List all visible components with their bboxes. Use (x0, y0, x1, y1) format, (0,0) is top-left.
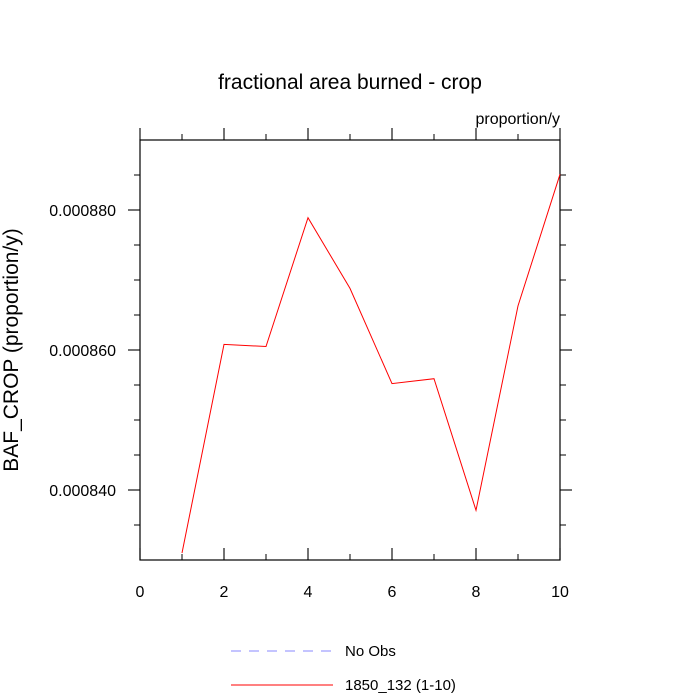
legend-label-1: 1850_132 (1-10) (345, 677, 456, 694)
axis-ticks (128, 128, 572, 560)
x-tick-label: 4 (304, 584, 313, 601)
tick-labels: 0 2 4 6 8 10 0.000840 0.000860 0.000880 (49, 203, 569, 601)
x-tick-label: 0 (136, 584, 145, 601)
y-tick-label: 0.000860 (49, 343, 116, 360)
x-tick-label: 10 (551, 584, 569, 601)
x-tick-label: 6 (388, 584, 397, 601)
y-tick-label: 0.000840 (49, 483, 116, 500)
legend: No Obs 1850_132 (1-10) (231, 643, 456, 694)
series-line-1 (181, 174, 561, 554)
plot-frame (139, 139, 561, 561)
y-axis-label: BAF_CROP (proportion/y) (0, 228, 23, 472)
x-tick-label: 2 (220, 584, 229, 601)
chart-title: fractional area burned - crop (218, 71, 482, 94)
y-tick-label: 0.000880 (49, 203, 116, 220)
x-tick-label: 8 (472, 584, 481, 601)
series-layer (181, 174, 561, 554)
units-label: proportion/y (476, 111, 561, 128)
legend-label-0: No Obs (345, 643, 396, 660)
